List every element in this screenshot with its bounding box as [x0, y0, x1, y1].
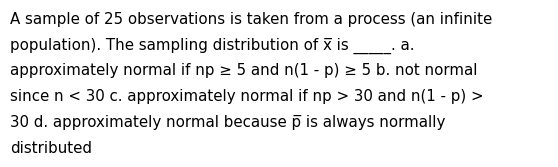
Text: distributed: distributed — [10, 141, 92, 156]
Text: population). The sampling distribution of x̅ is _____. a.: population). The sampling distribution o… — [10, 38, 415, 54]
Text: approximately normal if np ≥ 5 and n(1 - p) ≥ 5 b. not normal: approximately normal if np ≥ 5 and n(1 -… — [10, 63, 478, 78]
Text: A sample of 25 observations is taken from a process (an infinite: A sample of 25 observations is taken fro… — [10, 12, 492, 27]
Text: since n < 30 c. approximately normal if np > 30 and n(1 - p) >: since n < 30 c. approximately normal if … — [10, 89, 484, 104]
Text: 30 d. approximately normal because p̅ is always normally: 30 d. approximately normal because p̅ is… — [10, 115, 445, 130]
